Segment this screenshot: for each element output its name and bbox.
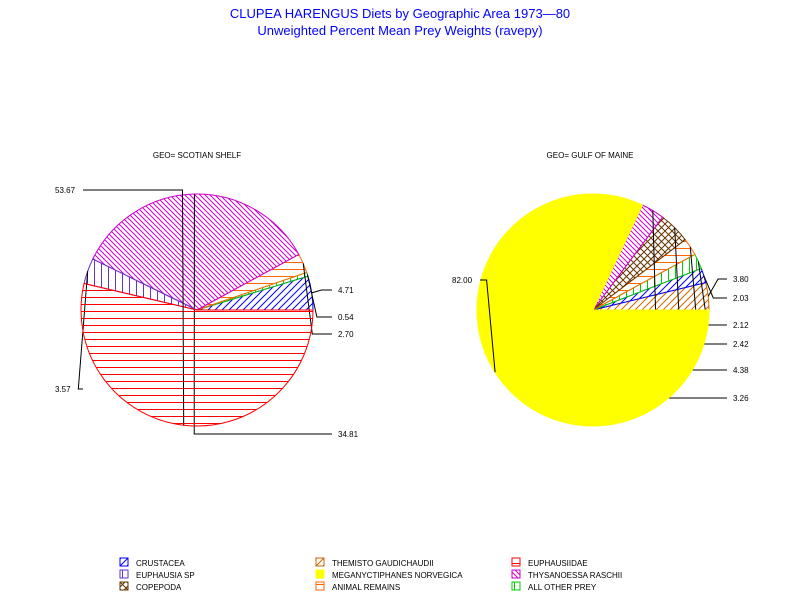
legend-item-copepoda: COPEPODA bbox=[119, 581, 182, 592]
callout-line bbox=[306, 274, 332, 318]
legend-swatch bbox=[119, 581, 129, 591]
legend-item-crustacea: CRUSTACEA bbox=[119, 557, 185, 568]
pie-title: GEO= GULF OF MAINE bbox=[547, 151, 634, 160]
legend-label: MEGANYCTIPHANES NORVEGICA bbox=[332, 571, 463, 580]
slice-value-label: 2.42 bbox=[733, 340, 749, 349]
legend-swatch bbox=[511, 557, 521, 567]
legend-label: THYSANOESSA RASCHII bbox=[528, 571, 622, 580]
legend-label: THEMISTO GAUDICHAUDII bbox=[332, 559, 434, 568]
callout-line bbox=[302, 263, 332, 335]
chart-title: CLUPEA HARENGUS Diets by Geographic Area… bbox=[230, 6, 570, 21]
chart-subtitle: Unweighted Percent Mean Prey Weights (ra… bbox=[257, 23, 542, 38]
slice-value-label: 2.70 bbox=[338, 330, 354, 339]
callout-line bbox=[707, 278, 727, 297]
legend-label: CRUSTACEA bbox=[136, 559, 185, 568]
legend-swatch bbox=[315, 581, 325, 591]
legend-item-animal-remains: ANIMAL REMAINS bbox=[315, 581, 400, 592]
legend-label: ANIMAL REMAINS bbox=[332, 583, 400, 592]
legend: CRUSTACEA THEMISTO GAUDICHAUDII EUPHAUSIID… bbox=[119, 557, 622, 592]
legend-swatch bbox=[119, 557, 129, 567]
legend-label: EUPHAUSIA SP bbox=[136, 571, 195, 580]
legend-item-meganyctiphanes-norvegica: MEGANYCTIPHANES NORVEGICA bbox=[315, 569, 463, 580]
slice-value-label: 4.38 bbox=[733, 366, 749, 375]
pie-slice-euphausiidae bbox=[80, 282, 314, 427]
callout-line bbox=[703, 275, 727, 299]
pie-geo-gulf-of-maine: GEO= GULF OF MAINE 3.80 2.03 2.12 2.42 4.38 3.… bbox=[452, 151, 749, 427]
slice-value-label: 34.81 bbox=[338, 430, 359, 439]
callout-line bbox=[311, 289, 332, 294]
slice-value-label: 82.00 bbox=[452, 276, 473, 285]
legend-item-thysanoessa-raschii: THYSANOESSA RASCHII bbox=[511, 569, 622, 580]
legend-item-all-other-prey: ALL OTHER PREY bbox=[511, 581, 597, 592]
slice-value-label: 3.80 bbox=[733, 275, 749, 284]
legend-swatch bbox=[119, 569, 129, 579]
legend-item-themisto-gaudichaudii: THEMISTO GAUDICHAUDII bbox=[315, 557, 434, 568]
slice-value-label: 4.71 bbox=[338, 286, 354, 295]
slice-value-label: 3.26 bbox=[733, 394, 749, 403]
pie-geo-scotian-shelf: GEO= SCOTIAN SHELF 4.71 0.54 2.70 34.81 3.57 5… bbox=[55, 151, 359, 439]
callout-line bbox=[480, 279, 496, 373]
legend-swatch bbox=[511, 581, 521, 591]
pie-title: GEO= SCOTIAN SHELF bbox=[153, 151, 241, 160]
slice-value-label: 2.03 bbox=[733, 294, 749, 303]
slice-value-label: 2.12 bbox=[733, 321, 749, 330]
legend-label: EUPHAUSIIDAE bbox=[528, 559, 588, 568]
slice-value-label: 53.67 bbox=[55, 186, 76, 195]
legend-swatch bbox=[511, 569, 521, 579]
legend-swatch bbox=[315, 557, 325, 567]
legend-item-euphausiidae: EUPHAUSIIDAE bbox=[511, 557, 588, 568]
legend-item-euphausia-sp: EUPHAUSIA SP bbox=[119, 569, 195, 580]
slice-value-label: 0.54 bbox=[338, 313, 354, 322]
callout-line bbox=[83, 189, 185, 426]
slice-value-label: 3.57 bbox=[55, 385, 71, 394]
callout-line bbox=[193, 193, 332, 435]
pie-charts: GEO= SCOTIAN SHELF 4.71 0.54 2.70 34.81 3.57 5… bbox=[55, 151, 749, 439]
legend-label: ALL OTHER PREY bbox=[528, 583, 597, 592]
legend-label: COPEPODA bbox=[136, 583, 182, 592]
legend-swatch bbox=[315, 569, 325, 579]
